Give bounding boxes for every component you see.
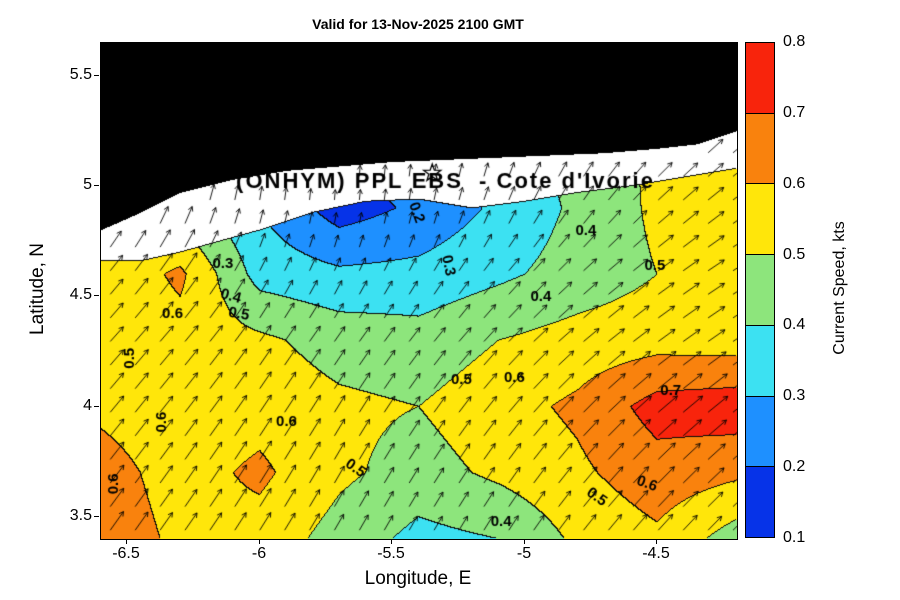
x-tick-label: -5	[516, 545, 532, 562]
colorbar-band	[746, 43, 774, 114]
x-tick-mark	[656, 539, 657, 544]
y-tick-mark	[94, 516, 99, 517]
x-axis-label: Longitude, E	[364, 568, 472, 589]
y-tick-mark	[94, 295, 99, 296]
colorbar-band	[746, 396, 774, 468]
colorbar-tick-label: 0.7	[783, 104, 806, 121]
chart-title: Valid for 13-Nov-2025 2100 GMT	[312, 16, 524, 32]
x-tick-mark	[126, 539, 127, 544]
x-tick-label: -6.5	[112, 545, 140, 562]
y-tick-mark	[94, 406, 99, 407]
x-tick-label: -6	[251, 545, 267, 562]
plot-area	[100, 42, 738, 540]
x-tick-label: -4.5	[642, 545, 670, 562]
colorbar-tick-label: 0.8	[783, 33, 806, 50]
colorbar-band	[746, 255, 774, 326]
y-tick-mark	[94, 75, 99, 76]
x-tick-label: -5.5	[377, 545, 405, 562]
colorbar-tick-label: 0.2	[783, 458, 806, 475]
colorbar-axis-label: Current Speed, kts	[831, 221, 848, 355]
y-tick-label: 4.5	[69, 286, 92, 303]
y-tick-label: 5.5	[69, 66, 92, 83]
y-tick-mark	[94, 185, 99, 186]
y-tick-label: 4	[83, 397, 92, 414]
colorbar-tick-label: 0.4	[783, 316, 806, 333]
colorbar-band	[746, 467, 774, 538]
x-tick-mark	[259, 539, 260, 544]
colorbar-tick-label: 0.5	[783, 246, 806, 263]
x-tick-mark	[524, 539, 525, 544]
colorbar-tick-label: 0.1	[783, 529, 806, 546]
colorbar-tick-label: 0.3	[783, 387, 806, 404]
colorbar-tick-label: 0.6	[783, 175, 806, 192]
colorbar	[745, 42, 775, 538]
y-tick-label: 3.5	[69, 507, 92, 524]
x-tick-mark	[391, 539, 392, 544]
y-tick-label: 5	[83, 176, 92, 193]
current-speed-contour-canvas	[101, 43, 737, 539]
colorbar-band	[746, 113, 774, 185]
colorbar-band	[746, 325, 774, 397]
colorbar-band	[746, 184, 774, 256]
